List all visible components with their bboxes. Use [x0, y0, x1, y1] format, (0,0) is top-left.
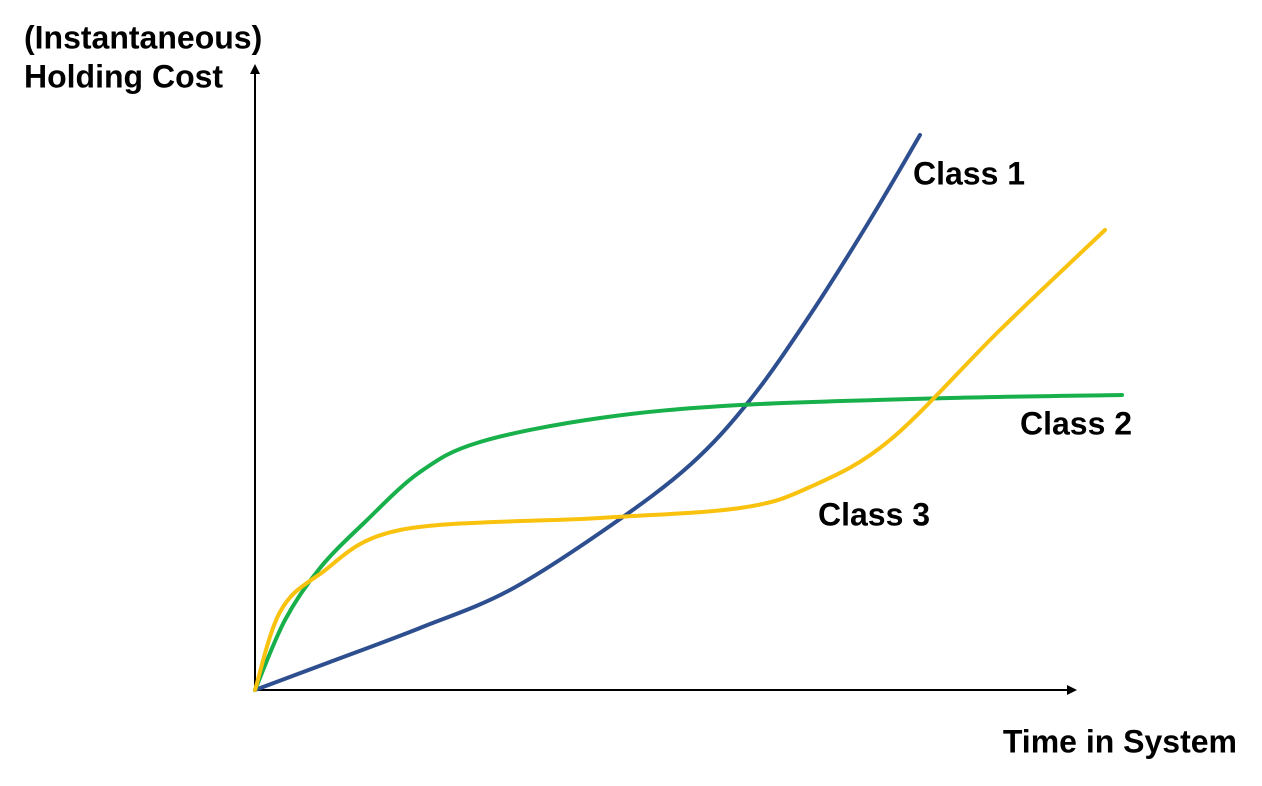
curve-label: Class 2: [1020, 405, 1132, 441]
class-3-curve: [253, 228, 1107, 692]
x-axis-label: Time in System: [1003, 723, 1237, 759]
y-axis-label: (Instantaneous): [24, 19, 262, 55]
class-1-curve: [253, 133, 922, 692]
curve-label: Class 1: [913, 155, 1025, 191]
curve-label: Class 3: [818, 496, 930, 532]
class-2-curve: [253, 393, 1124, 692]
y-axis-label: Holding Cost: [24, 58, 223, 94]
